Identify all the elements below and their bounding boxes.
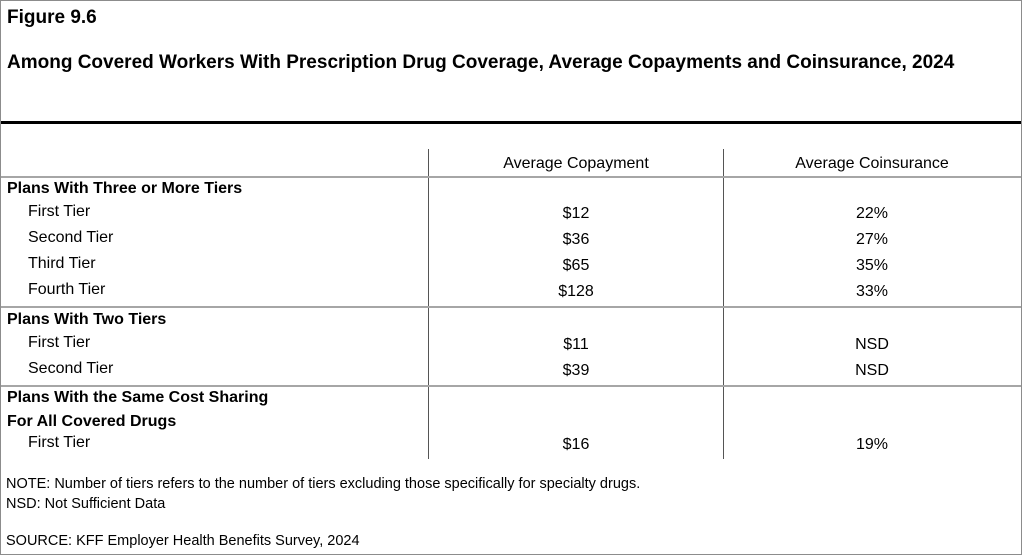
copayment-value: $11 bbox=[563, 336, 589, 353]
group-label: Plans With the Same Cost Sharing bbox=[7, 389, 269, 406]
copayment-value: $36 bbox=[562, 231, 590, 248]
nsd-note: NSD: Not Sufficient Data bbox=[6, 496, 166, 512]
figure-title: Among Covered Workers With Prescription … bbox=[7, 52, 955, 73]
column-header-coinsurance: Average Coinsurance bbox=[795, 155, 949, 172]
coinsurance-value: 27% bbox=[855, 231, 889, 248]
figure-number: Figure 9.6 bbox=[7, 7, 97, 28]
coinsurance-value: 33% bbox=[855, 283, 889, 300]
coinsurance-value: NSD bbox=[855, 362, 889, 379]
row-label: Third Tier bbox=[28, 255, 96, 272]
note-text: NOTE: Number of tiers refers to the numb… bbox=[6, 476, 641, 492]
column-header-copayment: Average Copayment bbox=[503, 155, 649, 172]
title-divider bbox=[1, 121, 1021, 124]
coinsurance-value: 22% bbox=[855, 205, 889, 222]
coinsurance-value: 19% bbox=[855, 436, 889, 453]
group-label: Plans With Three or More Tiers bbox=[7, 180, 243, 197]
group-label: Plans With Two Tiers bbox=[7, 311, 167, 328]
header-divider bbox=[1, 176, 1021, 178]
row-label: Second Tier bbox=[28, 360, 114, 377]
row-label: Second Tier bbox=[28, 229, 114, 246]
row-label: Fourth Tier bbox=[28, 281, 106, 298]
coinsurance-value: 35% bbox=[855, 257, 889, 274]
copayment-value: $16 bbox=[562, 436, 590, 453]
group-divider bbox=[1, 306, 1021, 308]
column-divider bbox=[428, 149, 429, 459]
coinsurance-value: NSD bbox=[855, 336, 889, 353]
copayment-value: $39 bbox=[562, 362, 590, 379]
group-divider bbox=[1, 385, 1021, 387]
row-label: First Tier bbox=[28, 434, 91, 451]
group-label: For All Covered Drugs bbox=[7, 413, 177, 430]
column-divider bbox=[723, 149, 724, 459]
copayment-value: $65 bbox=[562, 257, 590, 274]
copayment-value: $12 bbox=[562, 205, 590, 222]
source-text: SOURCE: KFF Employer Health Benefits Sur… bbox=[6, 533, 360, 549]
copayment-value: $128 bbox=[558, 283, 594, 300]
row-label: First Tier bbox=[28, 334, 91, 351]
row-label: First Tier bbox=[28, 203, 91, 220]
